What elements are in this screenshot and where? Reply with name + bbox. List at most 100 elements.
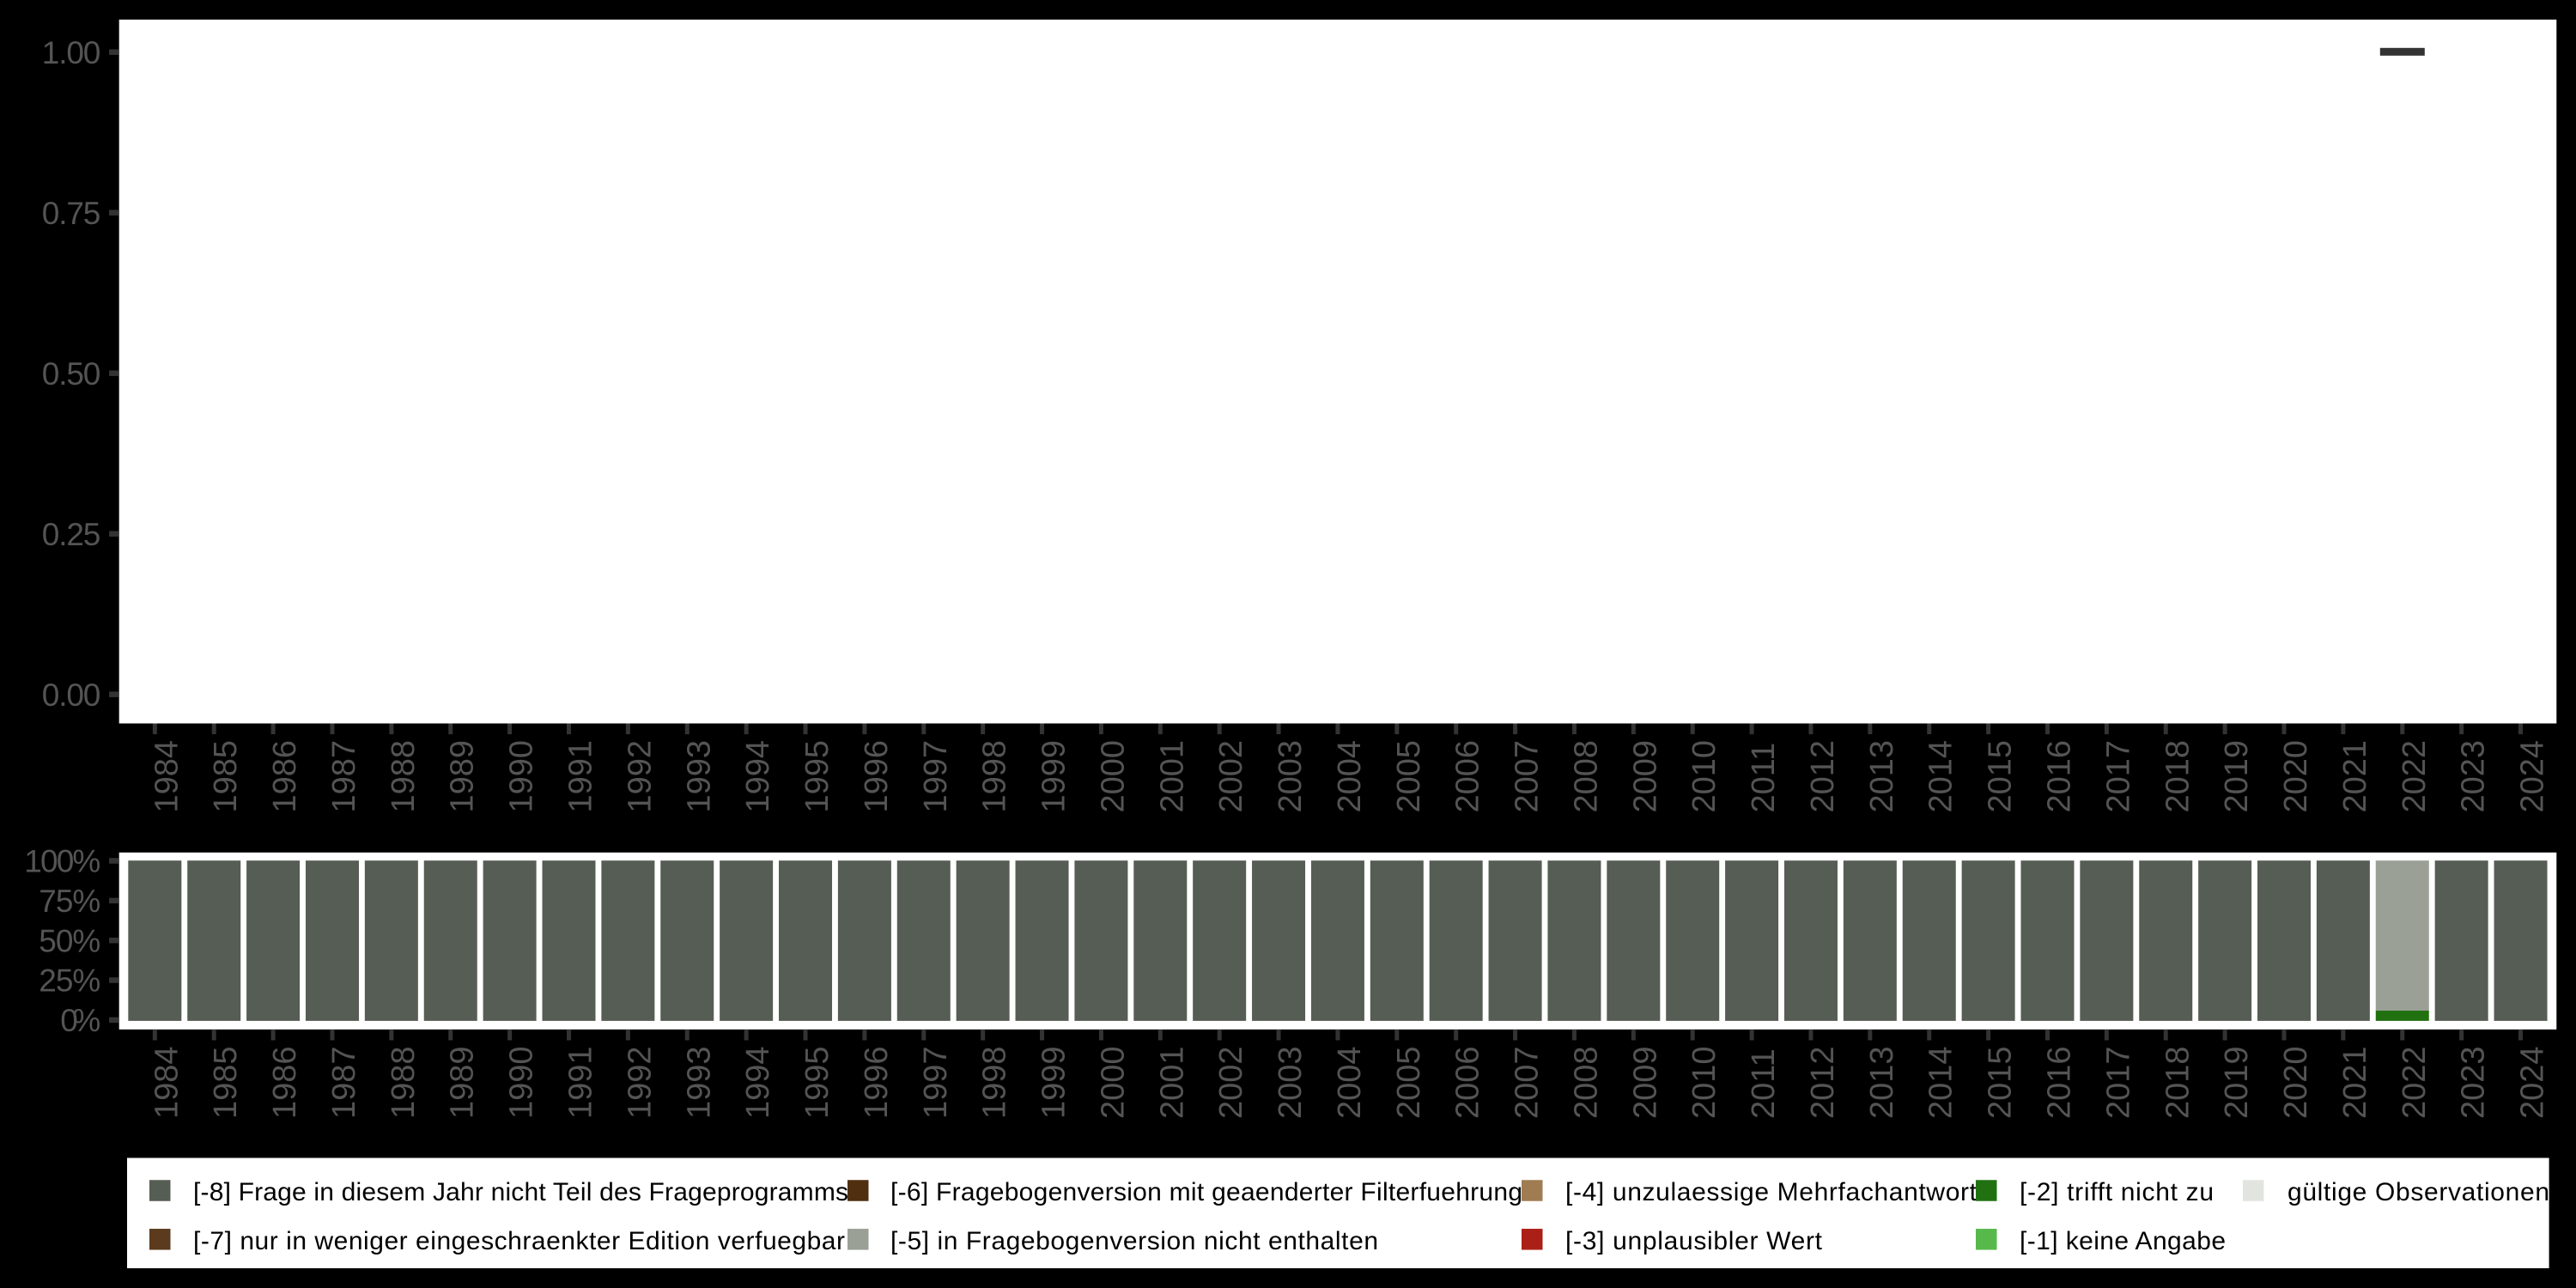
svg-text:gültige Observationen: gültige Observationen bbox=[2287, 1178, 2549, 1206]
svg-text:1985: 1985 bbox=[208, 1046, 244, 1119]
svg-text:2023: 2023 bbox=[2456, 1046, 2492, 1119]
svg-text:2001: 2001 bbox=[1154, 740, 1190, 813]
svg-text:1989: 1989 bbox=[445, 1046, 481, 1119]
svg-text:[-7] nur in weniger eingeschra: [-7] nur in weniger eingeschraenkter Edi… bbox=[193, 1227, 845, 1255]
svg-text:2006: 2006 bbox=[1450, 740, 1486, 813]
svg-text:2005: 2005 bbox=[1391, 1046, 1427, 1119]
svg-text:1997: 1997 bbox=[918, 740, 954, 813]
svg-text:2015: 2015 bbox=[1983, 1046, 2019, 1119]
svg-text:0.50: 0.50 bbox=[42, 356, 101, 392]
svg-text:2004: 2004 bbox=[1332, 740, 1368, 813]
svg-text:1991: 1991 bbox=[562, 1046, 598, 1119]
svg-text:2021: 2021 bbox=[2337, 740, 2373, 813]
svg-text:2008: 2008 bbox=[1568, 740, 1604, 813]
svg-text:0.25: 0.25 bbox=[42, 517, 101, 552]
svg-text:2012: 2012 bbox=[1805, 1046, 1841, 1119]
svg-text:2001: 2001 bbox=[1154, 1046, 1190, 1119]
svg-text:1987: 1987 bbox=[326, 740, 362, 813]
svg-text:2007: 2007 bbox=[1510, 1046, 1546, 1119]
svg-text:2011: 2011 bbox=[1746, 743, 1782, 813]
svg-text:2017: 2017 bbox=[2100, 1046, 2136, 1119]
svg-text:2015: 2015 bbox=[1983, 740, 2019, 813]
svg-text:2016: 2016 bbox=[2041, 1046, 2077, 1119]
svg-text:2019: 2019 bbox=[2219, 740, 2255, 813]
svg-text:1987: 1987 bbox=[326, 1046, 362, 1119]
svg-text:1986: 1986 bbox=[267, 1046, 303, 1119]
svg-text:[-2] trifft nicht zu: [-2] trifft nicht zu bbox=[2020, 1178, 2214, 1206]
svg-text:2013: 2013 bbox=[1864, 1046, 1900, 1119]
svg-text:2003: 2003 bbox=[1273, 740, 1309, 813]
svg-text:1994: 1994 bbox=[740, 740, 776, 813]
svg-text:2018: 2018 bbox=[2160, 1046, 2196, 1119]
svg-text:1.00: 1.00 bbox=[42, 35, 101, 70]
svg-text:50%: 50% bbox=[39, 923, 100, 958]
svg-text:1996: 1996 bbox=[859, 1046, 895, 1119]
svg-text:1991: 1991 bbox=[562, 740, 598, 813]
svg-text:1998: 1998 bbox=[977, 1046, 1013, 1119]
svg-text:2019: 2019 bbox=[2219, 1046, 2255, 1119]
svg-text:2013: 2013 bbox=[1864, 740, 1900, 813]
svg-text:2000: 2000 bbox=[1095, 740, 1131, 813]
svg-text:1992: 1992 bbox=[622, 1046, 658, 1119]
svg-text:[-6] Fragebogenversion mit gea: [-6] Fragebogenversion mit geaenderter F… bbox=[890, 1178, 1522, 1206]
svg-text:1995: 1995 bbox=[799, 740, 835, 813]
svg-text:[-1] keine Angabe: [-1] keine Angabe bbox=[2020, 1227, 2226, 1255]
svg-text:1988: 1988 bbox=[386, 1046, 422, 1119]
svg-text:2009: 2009 bbox=[1627, 1046, 1663, 1119]
svg-text:2009: 2009 bbox=[1627, 740, 1663, 813]
svg-text:2016: 2016 bbox=[2041, 740, 2077, 813]
svg-text:2000: 2000 bbox=[1095, 1046, 1131, 1119]
svg-text:2012: 2012 bbox=[1805, 740, 1841, 813]
svg-text:2024: 2024 bbox=[2515, 1046, 2551, 1119]
svg-text:1993: 1993 bbox=[681, 1046, 717, 1119]
svg-text:75%: 75% bbox=[39, 884, 100, 919]
svg-text:2011: 2011 bbox=[1746, 1048, 1782, 1119]
svg-text:2020: 2020 bbox=[2278, 1046, 2314, 1119]
svg-text:1996: 1996 bbox=[859, 740, 895, 813]
svg-text:2023: 2023 bbox=[2456, 740, 2492, 813]
svg-text:2002: 2002 bbox=[1213, 740, 1249, 813]
svg-text:2006: 2006 bbox=[1450, 1046, 1486, 1119]
svg-text:2024: 2024 bbox=[2515, 740, 2551, 813]
svg-text:2017: 2017 bbox=[2100, 740, 2136, 813]
svg-text:0.75: 0.75 bbox=[42, 196, 101, 231]
svg-text:2020: 2020 bbox=[2278, 740, 2314, 813]
svg-text:25%: 25% bbox=[39, 963, 100, 999]
svg-text:2021: 2021 bbox=[2337, 1046, 2373, 1119]
svg-text:2007: 2007 bbox=[1510, 740, 1546, 813]
svg-text:2002: 2002 bbox=[1213, 1046, 1249, 1119]
svg-text:1985: 1985 bbox=[208, 740, 244, 813]
svg-text:1984: 1984 bbox=[149, 740, 185, 813]
svg-text:2014: 2014 bbox=[1923, 740, 1959, 813]
svg-text:2022: 2022 bbox=[2397, 740, 2433, 813]
svg-text:1990: 1990 bbox=[504, 740, 540, 813]
svg-text:2003: 2003 bbox=[1273, 1046, 1309, 1119]
svg-text:1986: 1986 bbox=[267, 740, 303, 813]
svg-text:1990: 1990 bbox=[504, 1046, 540, 1119]
svg-text:2008: 2008 bbox=[1568, 1046, 1604, 1119]
svg-text:2010: 2010 bbox=[1686, 740, 1722, 813]
svg-text:1984: 1984 bbox=[149, 1046, 185, 1119]
svg-text:2010: 2010 bbox=[1686, 1046, 1722, 1119]
svg-text:[-8] Frage in diesem Jahr nich: [-8] Frage in diesem Jahr nicht Teil des… bbox=[193, 1178, 848, 1206]
svg-text:0.00: 0.00 bbox=[42, 677, 101, 713]
svg-text:2022: 2022 bbox=[2397, 1046, 2433, 1119]
svg-text:1998: 1998 bbox=[977, 740, 1013, 813]
svg-text:1999: 1999 bbox=[1036, 1046, 1072, 1119]
svg-text:[-4] unzulaessige Mehrfachantw: [-4] unzulaessige Mehrfachantwort bbox=[1565, 1178, 1978, 1206]
svg-text:1999: 1999 bbox=[1036, 740, 1072, 813]
svg-text:1994: 1994 bbox=[740, 1046, 776, 1119]
svg-text:1989: 1989 bbox=[445, 740, 481, 813]
svg-text:1995: 1995 bbox=[799, 1046, 835, 1119]
svg-text:1997: 1997 bbox=[918, 1046, 954, 1119]
svg-text:2014: 2014 bbox=[1923, 1046, 1959, 1119]
svg-text:100%: 100% bbox=[24, 844, 100, 879]
svg-text:2018: 2018 bbox=[2160, 740, 2196, 813]
svg-text:2004: 2004 bbox=[1332, 1046, 1368, 1119]
svg-text:1988: 1988 bbox=[386, 740, 422, 813]
svg-text:0%: 0% bbox=[60, 1003, 100, 1038]
svg-text:[-5] in Fragebogenversion nich: [-5] in Fragebogenversion nicht enthalte… bbox=[890, 1227, 1378, 1255]
svg-text:2005: 2005 bbox=[1391, 740, 1427, 813]
svg-text:[-3] unplausibler Wert: [-3] unplausibler Wert bbox=[1565, 1227, 1823, 1255]
svg-text:1992: 1992 bbox=[622, 740, 658, 813]
